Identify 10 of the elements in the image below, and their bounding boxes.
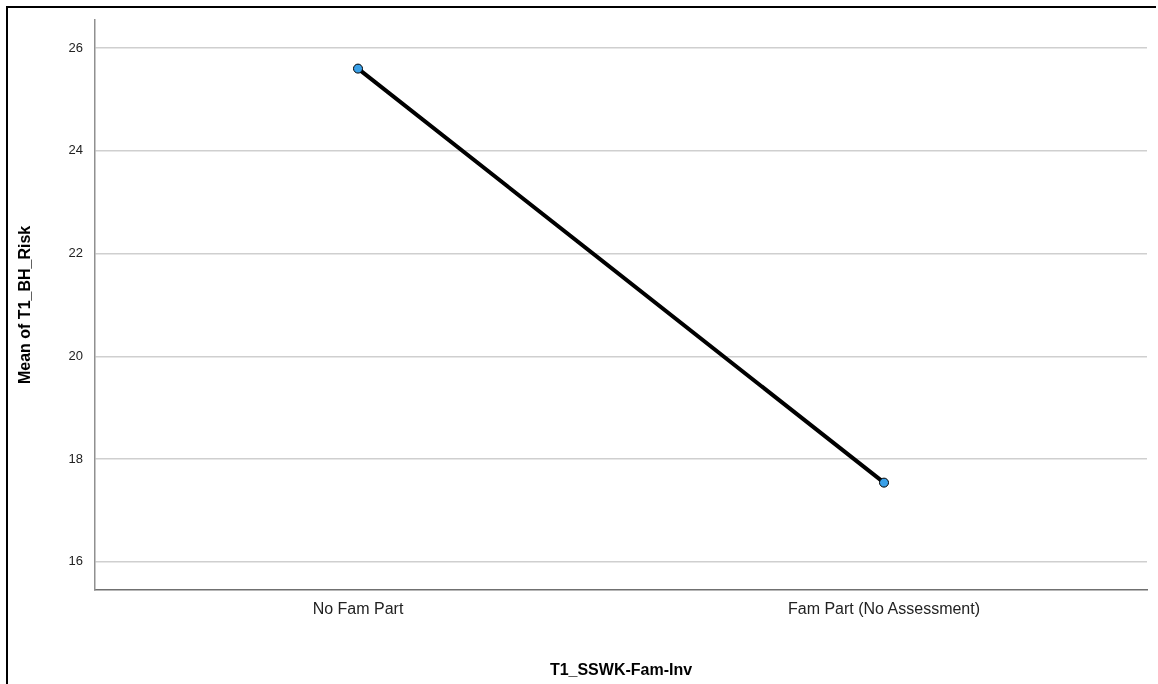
x-tick-label: Fam Part (No Assessment) bbox=[787, 600, 981, 618]
y-tick-label: 24 bbox=[68, 142, 83, 158]
y-tick-label: 22 bbox=[68, 245, 83, 261]
y-tick-label: 18 bbox=[68, 450, 83, 466]
y-tick-label: 26 bbox=[68, 39, 83, 55]
y-tick-label: 20 bbox=[68, 347, 83, 363]
y-axis-title: Mean of T1_BH_Risk bbox=[16, 225, 34, 385]
x-axis-title: T1_SSWK-Fam-Inv bbox=[549, 660, 693, 678]
y-tick-label: 16 bbox=[68, 553, 83, 569]
x-tick-label: No Fam Part bbox=[312, 600, 404, 618]
